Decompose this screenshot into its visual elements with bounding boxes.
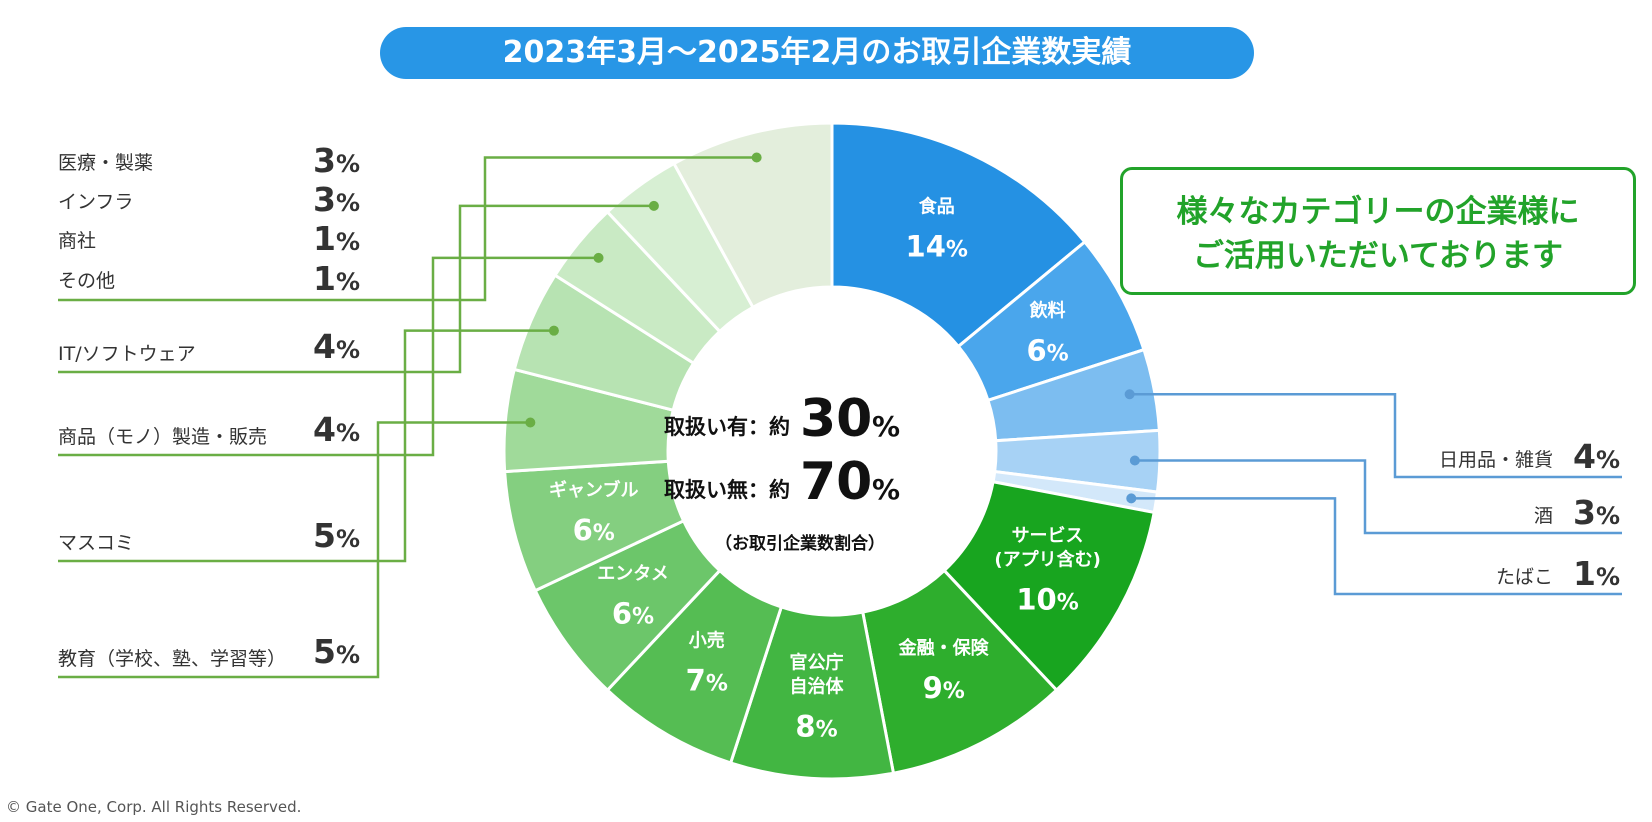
slice-label-5-0: サービス [1012,526,1084,547]
leader-line-14 [58,204,654,374]
ext-label-15-3: その他 [58,270,115,292]
leader-lines-layer [58,152,1622,679]
ext-pct-3: 3% [1573,493,1620,532]
callout-line-2: ご活用いただいております [1192,238,1564,274]
callout-line-1: 様々なカテゴリーの企業様に [1176,194,1580,230]
ext-label-15-0: 医療・製薬 [58,152,153,174]
center-line2-value: 70 [800,452,872,512]
center-line2-label: 取扱い無：約 [664,478,790,502]
ext-pct-12: 5% [313,516,360,555]
slice-label-6-0: 金融・保険 [898,637,990,659]
slice-0 [830,121,1087,349]
ext-label-15-1: インフラ [58,191,133,213]
ext-label-4: たばこ [1496,566,1553,588]
labels-layer: 食品14%飲料6%サービス(アプリ含む)10%金融・保険9%官公庁自治体8%小売… [58,141,1620,744]
ext-label-15-2: 商社 [58,230,96,252]
leader-line-15 [58,156,757,302]
callout-box: 様々なカテゴリーの企業様に ご活用いただいております [1120,167,1636,295]
slice-label-0-0: 食品 [918,195,955,217]
slices-layer [502,121,1162,781]
center-line1-label: 取扱い有：約 [664,415,790,439]
ext-label-11: 教育（学校、塾、学習等） [58,648,286,670]
leader-line-12 [58,329,554,563]
center-line2-unit: % [872,473,900,506]
ext-pct-15-2: 1% [313,219,360,258]
ext-label-14: IT/ソフトウェア [58,343,196,365]
slice-label-5-1: (アプリ含む) [994,549,1100,571]
leader-line-2 [1129,392,1622,479]
leader-line-13 [58,256,599,457]
ext-pct-14: 4% [313,327,360,366]
ext-label-2: 日用品・雑貨 [1439,449,1553,471]
slice-label-8-0: 小売 [689,630,725,652]
chart-title: 2023年3月～2025年2月のお取引企業数実績 [380,27,1254,79]
ext-label-12: マスコミ [58,532,134,554]
ext-pct-15-3: 1% [313,259,360,298]
ext-pct-15-0: 3% [313,141,360,180]
center-note: （お取引企業数割合） [715,533,885,554]
leader-line-3 [1134,459,1622,535]
slice-label-1-0: 飲料 [1029,299,1066,321]
leader-line-4 [1131,497,1622,596]
slice-label-7-0: 官公庁 [790,652,844,674]
slice-label-7-1: 自治体 [790,676,845,698]
ext-pct-11: 5% [313,632,360,671]
ext-label-13: 商品（モノ）製造・販売 [58,426,267,448]
ext-pct-13: 4% [313,410,360,449]
ext-pct-15-1: 3% [313,180,360,219]
leader-line-11 [58,421,531,679]
slice-label-10-0: ギャンブル [549,479,638,501]
center-summary: 取扱い有：約 30 % 取扱い無：約 70 % （お取引企業数割合） [664,389,900,554]
ext-pct-4: 1% [1573,554,1620,593]
ext-label-3: 酒 [1534,505,1553,527]
ext-pct-2: 4% [1573,437,1620,476]
slice-label-9-0: エンタメ [597,564,668,585]
center-line1-unit: % [872,410,900,443]
center-line1-value: 30 [800,389,872,449]
slice-15 [671,121,834,310]
copyright: © Gate One, Corp. All Rights Reserved. [6,798,302,816]
